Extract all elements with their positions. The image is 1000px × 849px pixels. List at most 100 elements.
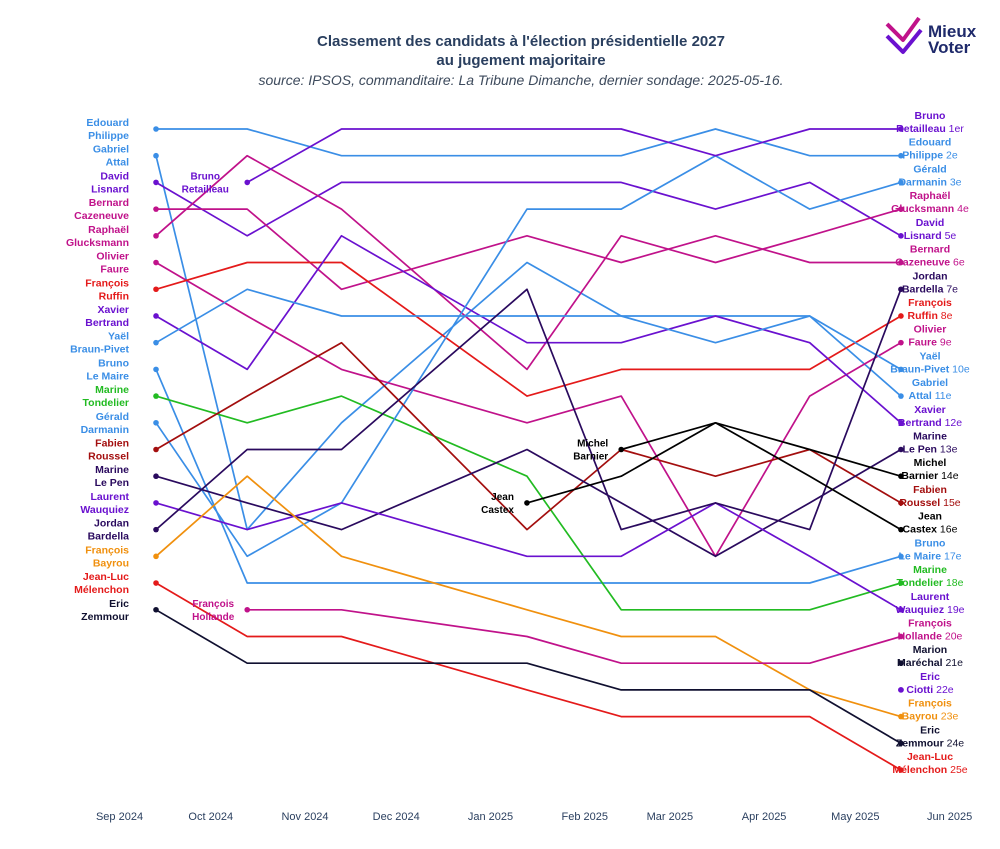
series-line-marine-le-pen [155, 448, 902, 558]
right-label-last-name-francois-hollande: Hollande [898, 630, 942, 642]
right-label-last-michel-barnier: Barnier 14e [901, 470, 958, 482]
right-label-last-bernard-cazeneuve: Cazeneuve 6e [895, 257, 965, 269]
left-label-first-marine-le-pen: Marine [95, 464, 129, 476]
right-label-last-name-jean-luc-melenchon: Mélenchon [892, 764, 947, 776]
series-line-jean-luc-melenchon [155, 582, 902, 771]
start-marker-eric-zemmour [153, 606, 159, 613]
right-label-first-david-lisnard: David [916, 217, 945, 229]
right-label-rank-michel-barnier: 14e [941, 470, 959, 482]
right-label-first-yael-braun-pivet: Yaël [919, 350, 940, 362]
right-label-last-xavier-bertrand: Bertrand 12e [898, 417, 962, 429]
right-label-first-jordan-bardella: Jordan [912, 270, 947, 282]
right-label-last-eric-zemmour: Zemmour 24e [896, 737, 964, 749]
annotation-last-bruno-retailleau: Retailleau [182, 184, 229, 195]
right-label-last-name-xavier-bertrand: Bertrand [898, 417, 942, 429]
start-marker-david-lisnard [153, 179, 159, 186]
right-label-last-gerald-darmanin: Darmanin 3e [898, 176, 961, 188]
start-marker-francois-bayrou [153, 553, 159, 560]
left-label-last-gerald-darmanin: Darmanin [81, 424, 129, 436]
right-label-rank-marine-le-pen: 13e [940, 444, 958, 456]
right-label-first-marine-tondelier: Marine [913, 564, 947, 576]
series-david-lisnard [153, 179, 904, 239]
start-marker-gabriel-attal [153, 152, 159, 159]
start-marker-francois-ruffin [153, 286, 159, 293]
annotation-last-michel-barnier: Barnier [573, 452, 608, 463]
left-label-first-xavier-bertrand: Xavier [97, 304, 129, 316]
right-label-first-gabriel-attal: Gabriel [912, 377, 948, 389]
series-xavier-bertrand [153, 234, 904, 426]
x-tick-label: Apr 2025 [742, 811, 787, 823]
right-label-last-marine-le-pen: Le Pen 13e [903, 444, 958, 456]
right-label-last-fabien-roussel: Roussel 15e [899, 497, 960, 509]
right-label-last-name-michel-barnier: Barnier [901, 470, 938, 482]
left-label-last-laurent-wauquiez: Wauquiez [80, 504, 129, 516]
series-line-bruno-retailleau [246, 128, 901, 184]
right-label-last-name-gabriel-attal: Attal [908, 390, 931, 402]
right-label-rank-bruno-retailleau: 1er [949, 123, 965, 135]
right-label-rank-marine-tondelier: 18e [946, 577, 964, 589]
start-marker-francois-hollande [244, 606, 251, 613]
right-label-first-edouard-philippe: Edouard [909, 137, 952, 149]
start-marker-jean-luc-melenchon [153, 580, 159, 586]
start-marker-raphael-glucksmann [153, 233, 159, 239]
right-label-last-name-david-lisnard: Lisnard [904, 230, 942, 242]
end-marker-francois-bayrou [898, 713, 904, 720]
left-label-last-raphael-glucksmann: Glucksmann [66, 237, 129, 249]
right-label-rank-bernard-cazeneuve: 6e [953, 257, 965, 269]
right-label-first-francois-ruffin: François [908, 297, 952, 309]
right-label-first-bruno-le-maire: Bruno [915, 537, 946, 549]
series-olivier-faure [153, 259, 904, 558]
left-label-first-francois-ruffin: François [85, 277, 129, 289]
end-marker-michel-barnier [898, 473, 904, 480]
right-label-last-name-eric-zemmour: Zemmour [896, 737, 944, 749]
start-marker-michel-barnier [618, 446, 625, 453]
right-label-last-bruno-retailleau: Retailleau 1er [896, 123, 964, 135]
series-yael-braun-pivet [153, 288, 904, 373]
mid-chart-annotations: Bruno Retailleau François Hollande Jean Caste… [182, 171, 609, 622]
end-marker-fabien-roussel [898, 500, 904, 506]
left-label-last-eric-zemmour: Zemmour [81, 611, 129, 623]
series-line-raphael-glucksmann [155, 154, 902, 371]
right-label-last-yael-braun-pivet: Braun-Pivet 10e [890, 363, 970, 375]
right-label-last-name-fabien-roussel: Roussel [899, 497, 940, 509]
annotation-last-francois-hollande: Hollande [192, 612, 235, 623]
end-marker-jean-luc-melenchon [898, 767, 904, 773]
right-label-rank-jean-luc-melenchon: 25e [950, 764, 968, 776]
series-bernard-cazeneuve [153, 206, 904, 291]
left-label-last-bruno-le-maire: Le Maire [86, 370, 129, 382]
right-label-last-name-francois-bayrou: Bayrou [902, 711, 938, 723]
x-tick-label: Jan 2025 [468, 811, 513, 823]
series-line-michel-barnier [620, 421, 902, 478]
annotation-first-bruno-retailleau: Bruno [191, 171, 220, 182]
series-michel-barnier [618, 421, 904, 480]
start-marker-xavier-bertrand [153, 313, 159, 319]
x-tick-label: Oct 2024 [188, 811, 233, 823]
right-label-last-name-raphael-glucksmann: Glucksmann [891, 203, 954, 215]
right-label-rank-gerald-darmanin: 3e [950, 176, 962, 188]
left-label-first-eric-zemmour: Eric [109, 598, 129, 610]
series-francois-ruffin [153, 261, 904, 397]
right-label-first-raphael-glucksmann: Raphaël [910, 190, 951, 202]
series-marion-marechal [898, 660, 904, 666]
series-line-eric-zemmour [155, 609, 902, 745]
series-line-jordan-bardella [155, 288, 902, 531]
series-line-xavier-bertrand [155, 234, 902, 424]
left-label-first-fabien-roussel: Fabien [95, 438, 129, 450]
series-jean-luc-melenchon [153, 580, 904, 773]
start-marker-marine-le-pen [153, 473, 159, 480]
right-label-rank-gabriel-attal: 11e [935, 390, 952, 402]
start-marker-marine-tondelier [153, 393, 159, 399]
left-label-first-bruno-le-maire: Bruno [98, 357, 129, 369]
end-marker-marion-marechal [898, 660, 904, 666]
right-label-last-name-yael-braun-pivet: Braun-Pivet [890, 363, 949, 375]
series-line-edouard-philippe [156, 128, 901, 157]
end-marker-marine-tondelier [898, 580, 904, 586]
right-label-last-name-bruno-le-maire: Le Maire [898, 550, 941, 562]
end-marker-xavier-bertrand [898, 419, 904, 426]
left-label-first-yael-braun-pivet: Yaël [108, 331, 129, 343]
series-lines [153, 126, 904, 773]
x-axis: Sep 2024 Oct 2024 Nov 2024 Dec 2024 Jan 2025… [96, 811, 972, 823]
start-marker-fabien-roussel [153, 446, 159, 453]
right-label-last-name-gerald-darmanin: Darmanin [898, 176, 946, 188]
